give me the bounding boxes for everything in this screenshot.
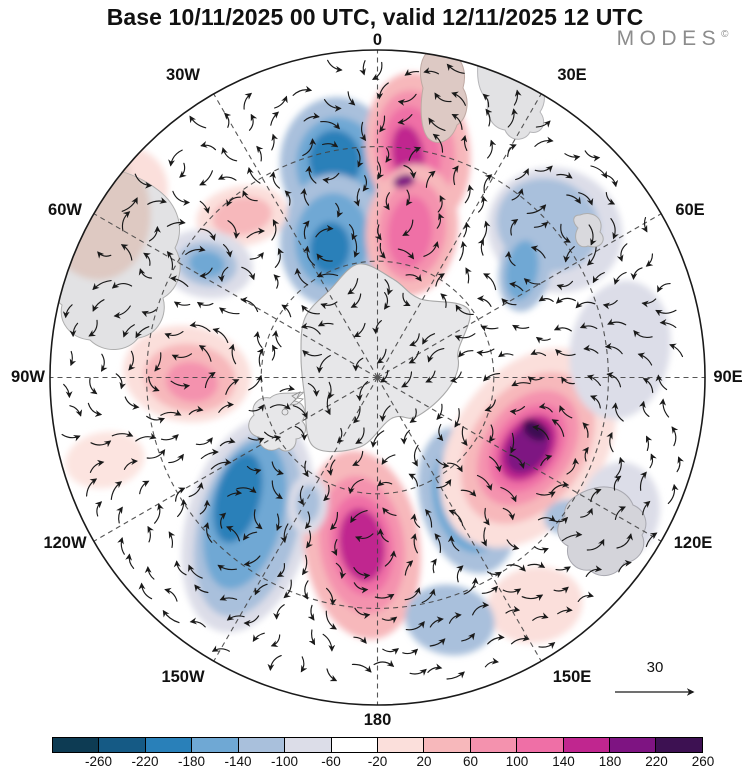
svg-text:120W: 120W	[43, 534, 87, 552]
svg-text:60E: 60E	[675, 201, 704, 219]
svg-text:120E: 120E	[674, 534, 713, 552]
svg-text:150W: 150W	[161, 668, 205, 686]
svg-text:30: 30	[647, 659, 664, 676]
svg-text:150E: 150E	[553, 668, 592, 686]
svg-text:0: 0	[373, 31, 382, 49]
svg-text:90W: 90W	[11, 368, 45, 386]
svg-text:90E: 90E	[713, 368, 742, 386]
svg-text:30W: 30W	[166, 66, 200, 84]
svg-text:60W: 60W	[48, 201, 82, 219]
svg-text:180: 180	[364, 711, 392, 729]
svg-text:30E: 30E	[557, 66, 586, 84]
